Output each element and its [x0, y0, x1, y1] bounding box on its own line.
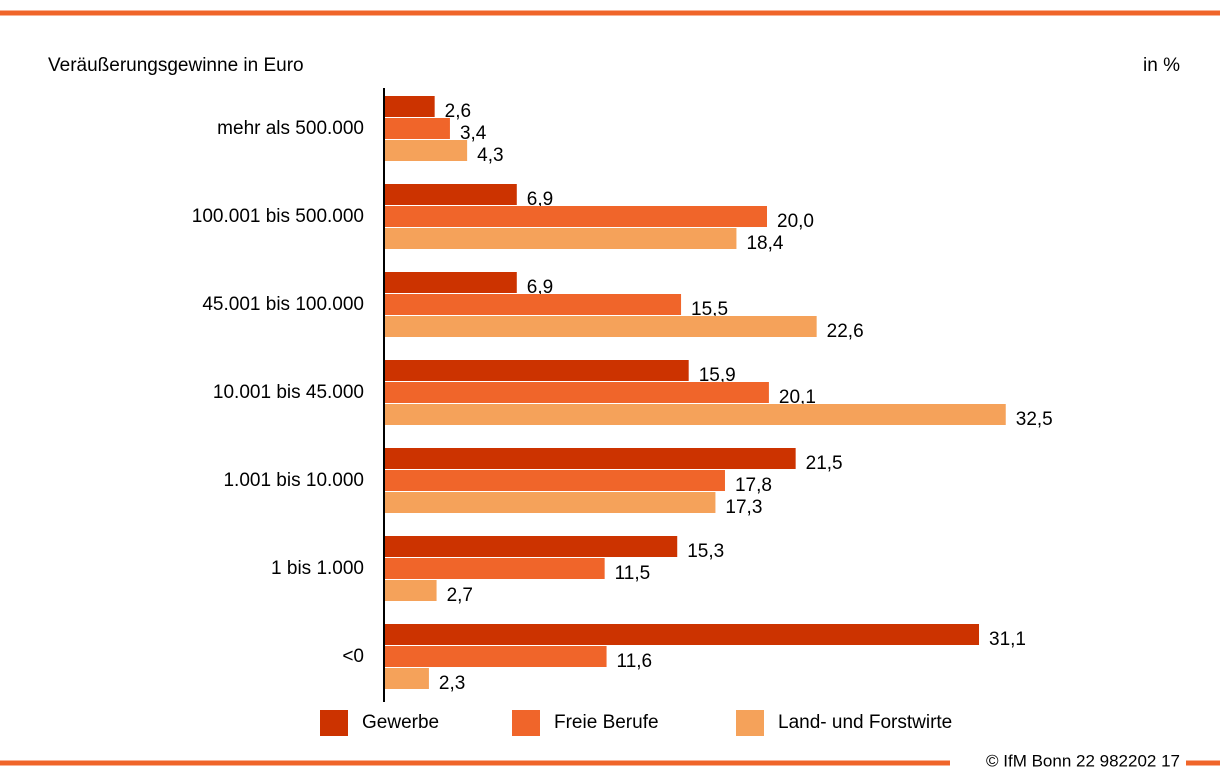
- bar: [385, 96, 435, 117]
- y-tick-label: 100.001 bis 500.000: [192, 206, 364, 227]
- value-label: 11,5: [615, 563, 651, 584]
- bar: [385, 316, 817, 337]
- value-label: 17,3: [725, 497, 762, 518]
- legend-swatch: [512, 710, 540, 736]
- value-label: 2,6: [445, 101, 471, 122]
- value-label: 20,0: [777, 211, 814, 232]
- value-label: 2,3: [439, 673, 465, 694]
- y-tick-label: <0: [342, 646, 364, 667]
- value-label: 21,5: [806, 453, 843, 474]
- bar: [385, 536, 678, 557]
- bar: [385, 668, 429, 689]
- bar: [385, 228, 737, 249]
- value-label: 20,1: [779, 387, 816, 408]
- axis-title: Veräußerungsgewinne in Euro: [48, 55, 304, 76]
- value-label: 15,9: [699, 365, 736, 386]
- bar: [385, 558, 605, 579]
- bar: [385, 184, 517, 205]
- bar: [385, 206, 767, 227]
- legend-swatch: [736, 710, 764, 736]
- bar: [385, 360, 689, 381]
- y-tick-label: mehr als 500.000: [217, 118, 364, 139]
- value-label: 32,5: [1016, 409, 1053, 430]
- value-label: 4,3: [477, 145, 503, 166]
- bar: [385, 470, 725, 491]
- bar: [385, 448, 796, 469]
- value-label: 22,6: [827, 321, 864, 342]
- y-tick-label: 1 bis 1.000: [271, 558, 364, 579]
- legend-label: Land- und Forstwirte: [778, 712, 952, 733]
- bar: [385, 118, 450, 139]
- value-label: 11,6: [617, 651, 653, 672]
- y-tick-label: 1.001 bis 10.000: [223, 470, 364, 491]
- legend-label: Freie Berufe: [554, 712, 659, 733]
- value-label: 2,7: [447, 585, 473, 606]
- value-label: 6,9: [527, 277, 553, 298]
- value-label: 3,4: [460, 123, 487, 144]
- bar: [385, 646, 607, 667]
- bar: [385, 492, 716, 513]
- value-label: 18,4: [746, 233, 783, 254]
- unit-label: in %: [1143, 55, 1180, 76]
- legend-label: Gewerbe: [362, 712, 439, 733]
- bar: [385, 580, 437, 601]
- bar: [385, 140, 468, 161]
- source: © IfM Bonn 22 982202 17: [986, 751, 1180, 769]
- value-label: 15,5: [691, 299, 728, 320]
- y-tick-label: 45.001 bis 100.000: [202, 294, 364, 315]
- value-label: 31,1: [989, 629, 1026, 650]
- legend-swatch: [320, 710, 348, 736]
- value-label: 15,3: [687, 541, 724, 562]
- y-tick-label: 10.001 bis 45.000: [213, 382, 364, 403]
- bar: [385, 272, 517, 293]
- bar: [385, 404, 1006, 425]
- value-label: 6,9: [527, 189, 553, 210]
- bar: [385, 624, 980, 645]
- bar: [385, 382, 769, 403]
- value-label: 17,8: [735, 475, 772, 496]
- bar: [385, 294, 682, 315]
